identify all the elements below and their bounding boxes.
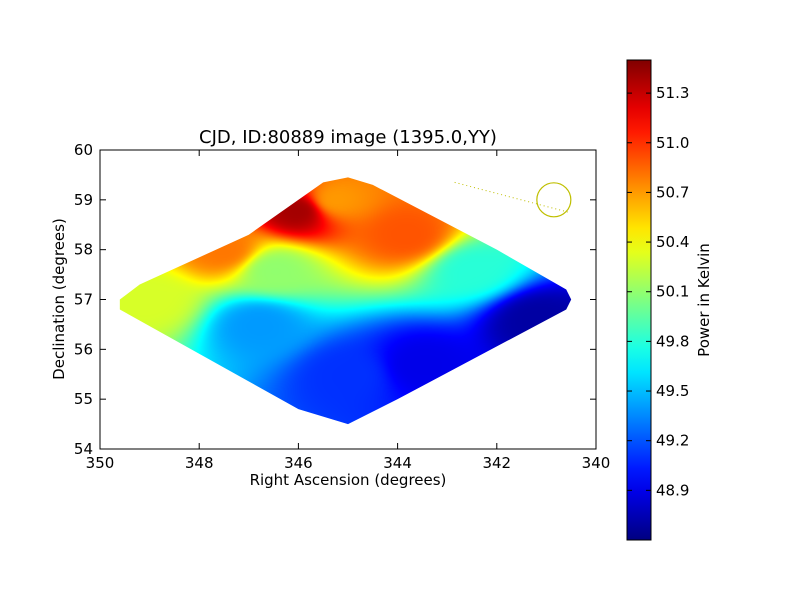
heatmap-image xyxy=(119,177,572,425)
y-axis-label: Declination (degrees) xyxy=(50,218,68,380)
colorbar-tick-label: 49.8 xyxy=(656,332,689,350)
colorbar-label: Power in Kelvin xyxy=(695,243,713,357)
colorbar-tick-label: 50.4 xyxy=(656,233,689,251)
overlay-dotted-line xyxy=(454,181,569,213)
colorbar-tick-label: 49.5 xyxy=(656,382,689,400)
x-axis-label: Right Ascension (degrees) xyxy=(250,471,447,489)
colorbar-tick-label: 50.7 xyxy=(656,183,689,201)
y-tick-label: 54 xyxy=(74,440,93,458)
chart-title: CJD, ID:80889 image (1395.0,YY) xyxy=(199,127,497,148)
y-tick-label: 59 xyxy=(74,191,93,209)
y-tick-label: 55 xyxy=(74,390,93,408)
overlay-beam-circle xyxy=(536,182,572,218)
y-tick-label: 60 xyxy=(74,141,93,159)
colorbar-tick-label: 51.3 xyxy=(656,84,689,102)
x-tick-label: 344 xyxy=(383,454,412,472)
colorbar-tick-label: 49.2 xyxy=(656,432,689,450)
colorbar: 48.9 49.2 49.5 49.8 50.1 50.4 50.7 51.0 51.3 xyxy=(626,59,689,541)
x-tick-label: 348 xyxy=(185,454,214,472)
x-tick-label: 342 xyxy=(482,454,511,472)
x-axis: 350 348 346 344 342 340 xyxy=(86,150,611,472)
y-tick-label: 56 xyxy=(74,340,93,358)
plot-area xyxy=(119,177,572,425)
x-tick-label: 340 xyxy=(582,454,611,472)
colorbar-tick-label: 48.9 xyxy=(656,481,689,499)
x-tick-label: 346 xyxy=(284,454,313,472)
colorbar-tick-label: 50.1 xyxy=(656,283,689,301)
x-tick-label: 350 xyxy=(86,454,115,472)
y-tick-label: 58 xyxy=(74,241,93,259)
colorbar-tick-label: 51.0 xyxy=(656,134,689,152)
y-axis: 54 55 56 57 58 59 60 xyxy=(74,141,596,458)
colorbar-gradient xyxy=(626,59,652,541)
y-tick-label: 57 xyxy=(74,291,93,309)
